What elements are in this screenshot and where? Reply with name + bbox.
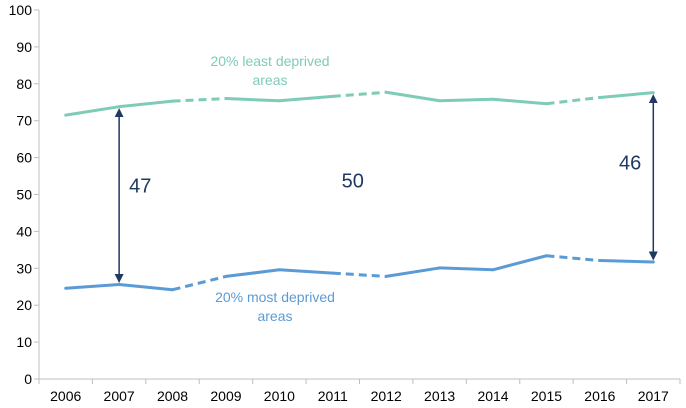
x-tick-label: 2008 [157,388,188,404]
series-1-segment [385,266,440,278]
y-tick-label: 20 [16,297,32,313]
y-tick-label: 10 [16,334,32,350]
series-1-segment [65,283,120,290]
x-tick-label: 2007 [104,388,135,404]
y-tick-label: 0 [24,371,32,387]
y-tick-label: 70 [16,113,32,129]
series-lines [64,90,655,292]
series-0-point [491,97,495,101]
series-1-segment [225,268,280,278]
series-1-point [277,268,281,272]
x-tick-label: 2016 [584,388,615,404]
y-tick-label: 30 [16,260,32,276]
series-0-segment [225,97,280,103]
series-1-point [384,274,388,278]
series-0-point [544,102,548,106]
series-label: 20% most deprived areas [215,289,335,324]
series-1-point [598,259,602,263]
series-0-point [598,95,602,99]
series-label-line: areas [257,308,292,324]
x-tick-label: 2014 [477,388,508,404]
series-1-point [224,274,228,278]
series-1-point [171,288,175,292]
x-axis: 2006 2007 2008 2009 2010 2011 2012 2013 2014 2015… [38,378,681,404]
series-0-point [117,105,121,109]
series-1-segment [546,254,601,263]
series-0-point [64,113,68,117]
series-0-segment [118,99,173,109]
series-1-point [544,254,548,258]
y-tick-label: 50 [16,187,32,203]
series-1-segment [279,268,333,275]
x-tick-label: 2009 [210,388,241,404]
series-1-segment [172,274,227,292]
y-tick-label: 40 [16,223,32,239]
y-tick-label: 80 [16,76,32,92]
series-0-point [224,97,228,101]
series-0-segment [385,90,440,103]
series-0-segment [279,94,333,103]
series-0-segment [492,97,547,106]
series-0-segment [172,97,227,103]
series-0-segment [546,95,601,106]
series-1-segment [492,254,547,272]
series-0-segment [65,105,120,117]
gap-annotations: 47 50 46 [114,94,658,284]
series-1-point [117,283,121,287]
y-tick-label: 100 [9,2,33,18]
series-0-segment [599,91,654,99]
y-tick-label: 60 [16,150,32,166]
series-1-point [491,268,495,272]
series-label-line: 20% least deprived [210,53,329,69]
x-tick-label: 2006 [50,388,81,404]
series-0-segment [439,97,494,103]
gap-value-label: 47 [129,176,151,198]
series-1-segment [439,266,494,272]
series-label-line: areas [252,72,287,88]
series-0-point [384,90,388,94]
x-tick-label: 2010 [264,388,295,404]
y-axis: 0 10 20 30 40 50 60 70 80 90 100 [9,2,40,387]
gap-value-label: 46 [619,152,641,174]
series-1-point [438,266,442,270]
series-0-point [171,99,175,103]
y-tick-label: 90 [16,39,32,55]
series-1-segment [332,271,387,278]
series-1-point [651,260,655,264]
x-tick-label: 2011 [318,388,348,404]
x-tick-label: 2013 [424,388,455,404]
series-1-segment [118,283,173,292]
series-label: 20% least deprived areas [210,53,329,88]
x-tick-label: 2017 [638,388,669,404]
series-0-point [331,94,335,98]
series-1-point [331,271,335,275]
x-tick-label: 2015 [531,388,562,404]
series-0-point [651,91,655,95]
gap-value-label: 50 [342,171,364,193]
series-1-segment [599,259,654,264]
series-0-point [277,99,281,103]
series-0-point [438,99,442,103]
x-tick-label: 2012 [371,388,402,404]
series-1-point [64,286,68,290]
series-label-line: 20% most deprived [215,289,335,305]
series-0-segment [332,90,387,98]
